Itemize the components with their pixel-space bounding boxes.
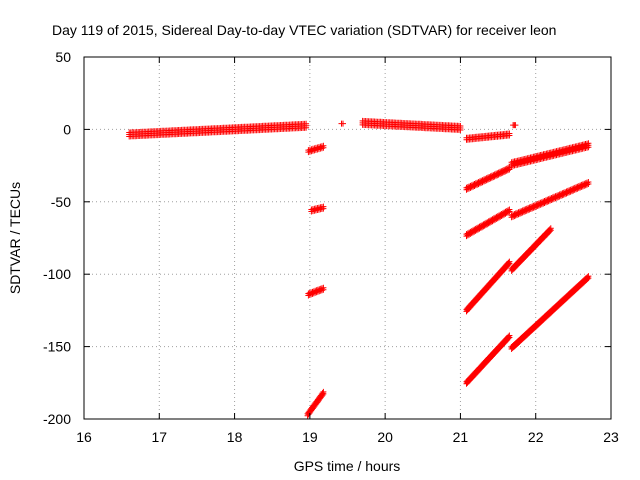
- data-series-arc: [508, 140, 592, 170]
- data-point-markers: [508, 140, 592, 170]
- data-series-arc: [359, 117, 464, 133]
- data-point-markers: [305, 284, 327, 299]
- data-point-markers: [463, 258, 513, 315]
- y-axis: -200 -150 -100 -50 0 50: [43, 49, 611, 427]
- x-tick-label: 16: [76, 429, 92, 445]
- y-axis-title: SDTVAR / TECUs: [7, 182, 23, 294]
- data-point-markers: [463, 206, 513, 240]
- x-tick-label: 20: [377, 429, 393, 445]
- x-axis: 16 17 18 19 20 21 22 23: [76, 57, 619, 445]
- y-tick-label: 50: [55, 49, 71, 65]
- data-point-markers: [308, 203, 327, 215]
- data-series-arc: [463, 206, 513, 240]
- x-tick-label: 18: [227, 429, 243, 445]
- data-point-markers: [508, 225, 554, 274]
- data-series-arc: [508, 179, 592, 221]
- data-series-arc: [510, 122, 519, 129]
- data-series-arc: [463, 164, 513, 193]
- chart-title: Day 119 of 2015, Sidereal Day-to-day VTE…: [52, 22, 556, 38]
- data-series-arc: [304, 388, 327, 419]
- data-series-arc: [305, 142, 327, 156]
- data-series-arc: [308, 203, 327, 215]
- y-tick-label: -150: [43, 339, 71, 355]
- data-series-arc: [463, 332, 513, 387]
- x-tick-label: 23: [603, 429, 619, 445]
- y-tick-label: -50: [51, 194, 71, 210]
- x-tick-label: 17: [151, 429, 167, 445]
- data-point-markers: [359, 117, 464, 133]
- data-points: [126, 117, 592, 419]
- grid: [84, 57, 611, 419]
- x-tick-label: 19: [302, 429, 318, 445]
- data-series-arc: [463, 258, 513, 315]
- data-series-arc: [126, 120, 310, 140]
- data-series-arc: [508, 225, 554, 274]
- data-point-markers: [338, 120, 346, 127]
- data-point-markers: [463, 164, 513, 193]
- data-point-markers: [508, 273, 592, 352]
- data-point-markers: [463, 130, 513, 143]
- data-point-markers: [508, 179, 592, 221]
- plot-frame: [83, 56, 612, 420]
- x-tick-label: 22: [528, 429, 544, 445]
- data-series-arc: [338, 120, 346, 127]
- data-point-markers: [126, 120, 310, 140]
- data-point-markers: [305, 142, 327, 156]
- data-point-markers: [463, 332, 513, 387]
- data-point-markers: [510, 122, 519, 129]
- data-series-arc: [305, 284, 327, 299]
- data-series-arc: [508, 273, 592, 352]
- y-tick-label: 0: [63, 121, 71, 137]
- y-tick-label: -100: [43, 266, 71, 282]
- x-axis-title: GPS time / hours: [294, 458, 401, 474]
- y-tick-label: -200: [43, 411, 71, 427]
- x-tick-label: 21: [453, 429, 469, 445]
- data-series-arc: [463, 130, 513, 143]
- data-point-markers: [304, 388, 327, 419]
